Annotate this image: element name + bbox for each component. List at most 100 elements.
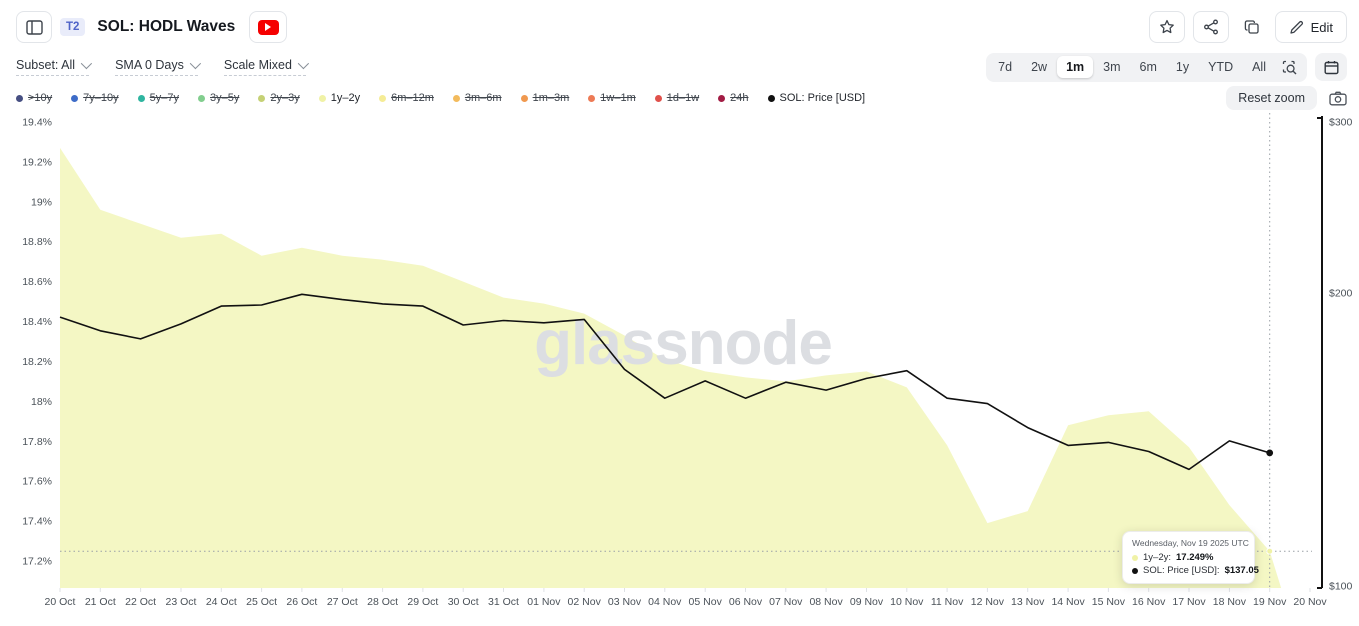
x-axis-tick-label: 27 Oct — [327, 596, 358, 608]
youtube-button[interactable] — [249, 11, 288, 43]
tooltip-series-dot-icon — [1132, 567, 1138, 574]
legend-item-label: >10y — [28, 92, 53, 104]
reset-zoom-button[interactable]: Reset zoom — [1226, 86, 1317, 110]
legend-dot-icon — [452, 94, 460, 102]
legend-dot-icon — [379, 94, 387, 102]
calendar-icon — [1324, 60, 1339, 74]
legend-dot-icon — [318, 94, 326, 102]
legend-item-label: 3m–6m — [464, 92, 502, 104]
range-button-6m[interactable]: 6m — [1139, 60, 1157, 74]
left-axis-tick-label: 19.2% — [22, 156, 52, 168]
legend-item-6m-12m[interactable]: 6m–12m — [379, 92, 434, 104]
sidebar-toggle-button[interactable] — [16, 11, 52, 43]
legend-item-label: 6m–12m — [391, 92, 434, 104]
calendar-button[interactable] — [1315, 53, 1347, 81]
x-axis-tick-label: 13 Nov — [1011, 596, 1045, 608]
x-axis-tick-label: 29 Oct — [407, 596, 438, 608]
tooltip-date: Wednesday, Nov 19 2025 UTC — [1132, 538, 1249, 548]
subset-dropdown[interactable]: Subset: All — [16, 57, 93, 76]
range-button-1y[interactable]: 1y — [1175, 60, 1190, 74]
range-selector: 7d 2w 1m 3m 6m 1y YTD All — [986, 52, 1307, 82]
workspace-badge[interactable]: T2 — [60, 18, 86, 36]
left-axis-tick-label: 19.4% — [22, 117, 52, 129]
legend-dot-icon — [137, 94, 145, 102]
x-axis-tick-label: 25 Oct — [246, 596, 277, 608]
legend-item-label: SOL: Price [USD] — [779, 92, 866, 104]
right-axis-tick-label: $100 — [1329, 581, 1353, 593]
legend-dot-icon — [198, 94, 206, 102]
legend-item-1w-1m[interactable]: 1w–1m — [588, 92, 636, 104]
range-button-all[interactable]: All — [1252, 60, 1266, 74]
legend-item-1y-2y[interactable]: 1y–2y — [318, 92, 361, 104]
x-axis-tick-label: 20 Oct — [45, 596, 76, 608]
left-axis-tick-label: 17.4% — [22, 516, 52, 528]
youtube-icon — [257, 19, 279, 35]
scale-dropdown[interactable]: Scale Mixed — [223, 57, 310, 76]
favorite-button[interactable] — [1148, 11, 1185, 43]
tooltip-series-label: 1y–2y: — [1143, 552, 1171, 563]
x-axis-tick-label: 14 Nov — [1051, 596, 1085, 608]
sidebar-panel-icon — [25, 19, 43, 35]
top-bar-left: T2 SOL: HODL Waves — [16, 11, 288, 43]
area-marker-dot — [1266, 547, 1274, 555]
share-button[interactable] — [1192, 11, 1229, 43]
hodl-waves-chart[interactable]: glassnode 19.4% 19.2% 19% 18.8% 18.6% 18.4% 18.… — [0, 110, 1359, 621]
legend-dot-icon — [520, 94, 528, 102]
legend-item-label: 3y–5y — [210, 92, 240, 104]
x-axis-tick-label: 15 Nov — [1092, 596, 1126, 608]
zoom-area-icon — [1282, 60, 1297, 74]
left-axis-tick-label: 18% — [31, 396, 52, 408]
tooltip-series-value: $137.05 — [1224, 565, 1259, 576]
right-axis-tick-label: $300 — [1329, 117, 1353, 129]
x-axis-tick-label: 26 Oct — [286, 596, 317, 608]
x-axis-tick-label: 31 Oct — [488, 596, 519, 608]
legend-item-1m-3m[interactable]: 1m–3m — [520, 92, 569, 104]
x-axis-tick-label: 16 Nov — [1132, 596, 1166, 608]
x-axis-tick-label: 10 Nov — [890, 596, 924, 608]
edit-button[interactable]: Edit — [1274, 11, 1347, 43]
range-controls: 7d 2w 1m 3m 6m 1y YTD All — [986, 52, 1347, 82]
legend-dot-icon — [718, 94, 726, 102]
legend-item-1d-1w[interactable]: 1d–1w — [654, 92, 699, 104]
top-bar: T2 SOL: HODL Waves Edit — [16, 8, 1347, 46]
sma-dropdown[interactable]: SMA 0 Days — [115, 57, 201, 76]
left-axis-tick-label: 17.2% — [22, 556, 52, 568]
range-button-2w[interactable]: 2w — [1031, 60, 1048, 74]
left-axis-tick-label: 17.8% — [22, 436, 52, 448]
tooltip-rows: 1y–2y: 17.249% SOL: Price [USD]: $137.05 — [1132, 552, 1259, 576]
tooltip-row: 1y–2y: 17.249% — [1132, 552, 1245, 563]
left-axis-tick-label: 18.6% — [22, 276, 52, 288]
legend-item-3m-6m[interactable]: 3m–6m — [452, 92, 502, 104]
legend-item-2y-3y[interactable]: 2y–3y — [258, 92, 300, 104]
legend-dot-icon — [71, 94, 79, 102]
legend-item--10y[interactable]: >10y — [16, 92, 52, 104]
tooltip-series-label: SOL: Price [USD]: — [1143, 565, 1220, 576]
legend-item-sol-price-usd-[interactable]: SOL: Price [USD] — [767, 92, 866, 104]
chart-svg: glassnode 19.4% 19.2% 19% 18.8% 18.6% 18.4% 18.… — [22, 113, 1353, 608]
camera-icon[interactable] — [1329, 91, 1347, 106]
legend-item-7y-10y[interactable]: 7y–10y — [71, 92, 119, 104]
legend-dot-icon — [767, 94, 775, 102]
zoom-area-button[interactable] — [1276, 56, 1304, 79]
copy-button[interactable] — [1236, 11, 1267, 43]
controls-row: Subset: All SMA 0 Days Scale Mixed 7d 2w 1… — [16, 52, 1347, 82]
legend-right: Reset zoom — [1226, 86, 1347, 110]
x-axis-tick-label: 07 Nov — [769, 596, 803, 608]
legend-item-24h[interactable]: 24h — [718, 92, 749, 104]
x-axis-tick-label: 08 Nov — [809, 596, 843, 608]
legend-item-5y-7y[interactable]: 5y–7y — [137, 92, 180, 104]
range-button-3m[interactable]: 3m — [1103, 60, 1121, 74]
legend-dot-icon — [588, 94, 596, 102]
range-button-ytd[interactable]: YTD — [1208, 60, 1234, 74]
range-button-1m[interactable]: 1m — [1057, 56, 1094, 78]
legend-item-3y-5y[interactable]: 3y–5y — [198, 92, 239, 104]
legend-item-label: 5y–7y — [149, 92, 180, 104]
x-axis-tick-label: 05 Nov — [689, 596, 723, 608]
chevron-down-icon — [80, 57, 93, 70]
legend-item-label: 7y–10y — [83, 92, 119, 104]
x-axis-tick-label: 06 Nov — [729, 596, 763, 608]
top-bar-right: Edit — [1148, 11, 1347, 43]
legend-item-label: 1y–2y — [330, 92, 361, 104]
range-button-7d[interactable]: 7d — [998, 60, 1013, 74]
sma-dropdown-label: SMA 0 Days — [115, 58, 184, 72]
